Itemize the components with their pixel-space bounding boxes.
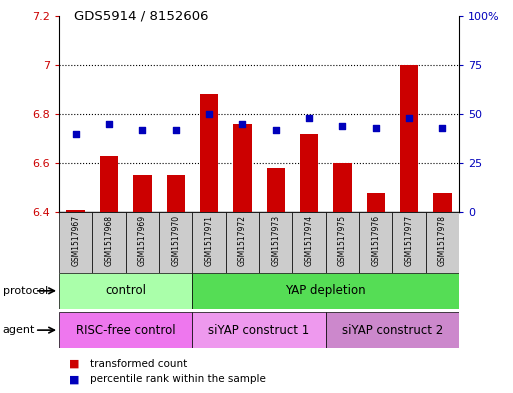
Point bbox=[238, 121, 246, 127]
Bar bbox=[59, 273, 192, 309]
Bar bbox=[267, 168, 285, 212]
Bar bbox=[67, 210, 85, 212]
Bar bbox=[92, 212, 126, 273]
Point bbox=[105, 121, 113, 127]
Text: GSM1517967: GSM1517967 bbox=[71, 215, 80, 266]
Bar bbox=[167, 175, 185, 212]
Bar bbox=[200, 94, 218, 212]
Text: siYAP construct 1: siYAP construct 1 bbox=[208, 323, 310, 337]
Text: GSM1517976: GSM1517976 bbox=[371, 215, 380, 266]
Bar bbox=[259, 212, 292, 273]
Point bbox=[405, 115, 413, 121]
Point bbox=[305, 115, 313, 121]
Text: GSM1517972: GSM1517972 bbox=[238, 215, 247, 266]
Text: GDS5914 / 8152606: GDS5914 / 8152606 bbox=[74, 10, 209, 23]
Point bbox=[371, 125, 380, 131]
Bar bbox=[100, 156, 118, 212]
Text: GSM1517975: GSM1517975 bbox=[338, 215, 347, 266]
Text: transformed count: transformed count bbox=[90, 358, 187, 369]
Bar bbox=[326, 212, 359, 273]
Bar bbox=[292, 212, 326, 273]
Bar bbox=[400, 65, 418, 212]
Bar bbox=[367, 193, 385, 212]
Bar bbox=[326, 312, 459, 348]
Point bbox=[338, 123, 346, 129]
Text: control: control bbox=[105, 284, 146, 298]
Bar bbox=[59, 312, 192, 348]
Text: GSM1517968: GSM1517968 bbox=[105, 215, 113, 266]
Bar bbox=[192, 212, 226, 273]
Bar bbox=[133, 175, 151, 212]
Text: percentile rank within the sample: percentile rank within the sample bbox=[90, 374, 266, 384]
Point bbox=[438, 125, 446, 131]
Text: GSM1517973: GSM1517973 bbox=[271, 215, 280, 266]
Text: GSM1517977: GSM1517977 bbox=[405, 215, 413, 266]
Bar bbox=[392, 212, 426, 273]
Bar bbox=[192, 312, 326, 348]
Text: GSM1517969: GSM1517969 bbox=[138, 215, 147, 266]
Bar bbox=[300, 134, 318, 212]
Text: agent: agent bbox=[3, 325, 35, 335]
Text: ■: ■ bbox=[69, 358, 80, 369]
Text: ■: ■ bbox=[69, 374, 80, 384]
Bar bbox=[192, 273, 459, 309]
Text: GSM1517971: GSM1517971 bbox=[205, 215, 213, 266]
Point bbox=[71, 130, 80, 137]
Bar bbox=[226, 212, 259, 273]
Text: RISC-free control: RISC-free control bbox=[76, 323, 175, 337]
Text: GSM1517978: GSM1517978 bbox=[438, 215, 447, 266]
Bar bbox=[359, 212, 392, 273]
Point bbox=[138, 127, 146, 133]
Bar bbox=[233, 124, 251, 212]
Point bbox=[271, 127, 280, 133]
Bar bbox=[126, 212, 159, 273]
Text: YAP depletion: YAP depletion bbox=[285, 284, 366, 298]
Point bbox=[171, 127, 180, 133]
Point bbox=[205, 111, 213, 117]
Text: GSM1517970: GSM1517970 bbox=[171, 215, 180, 266]
Bar bbox=[433, 193, 451, 212]
Bar bbox=[333, 163, 351, 212]
Text: GSM1517974: GSM1517974 bbox=[305, 215, 313, 266]
Bar bbox=[59, 212, 92, 273]
Text: protocol: protocol bbox=[3, 286, 48, 296]
Bar bbox=[159, 212, 192, 273]
Text: siYAP construct 2: siYAP construct 2 bbox=[342, 323, 443, 337]
Bar bbox=[426, 212, 459, 273]
